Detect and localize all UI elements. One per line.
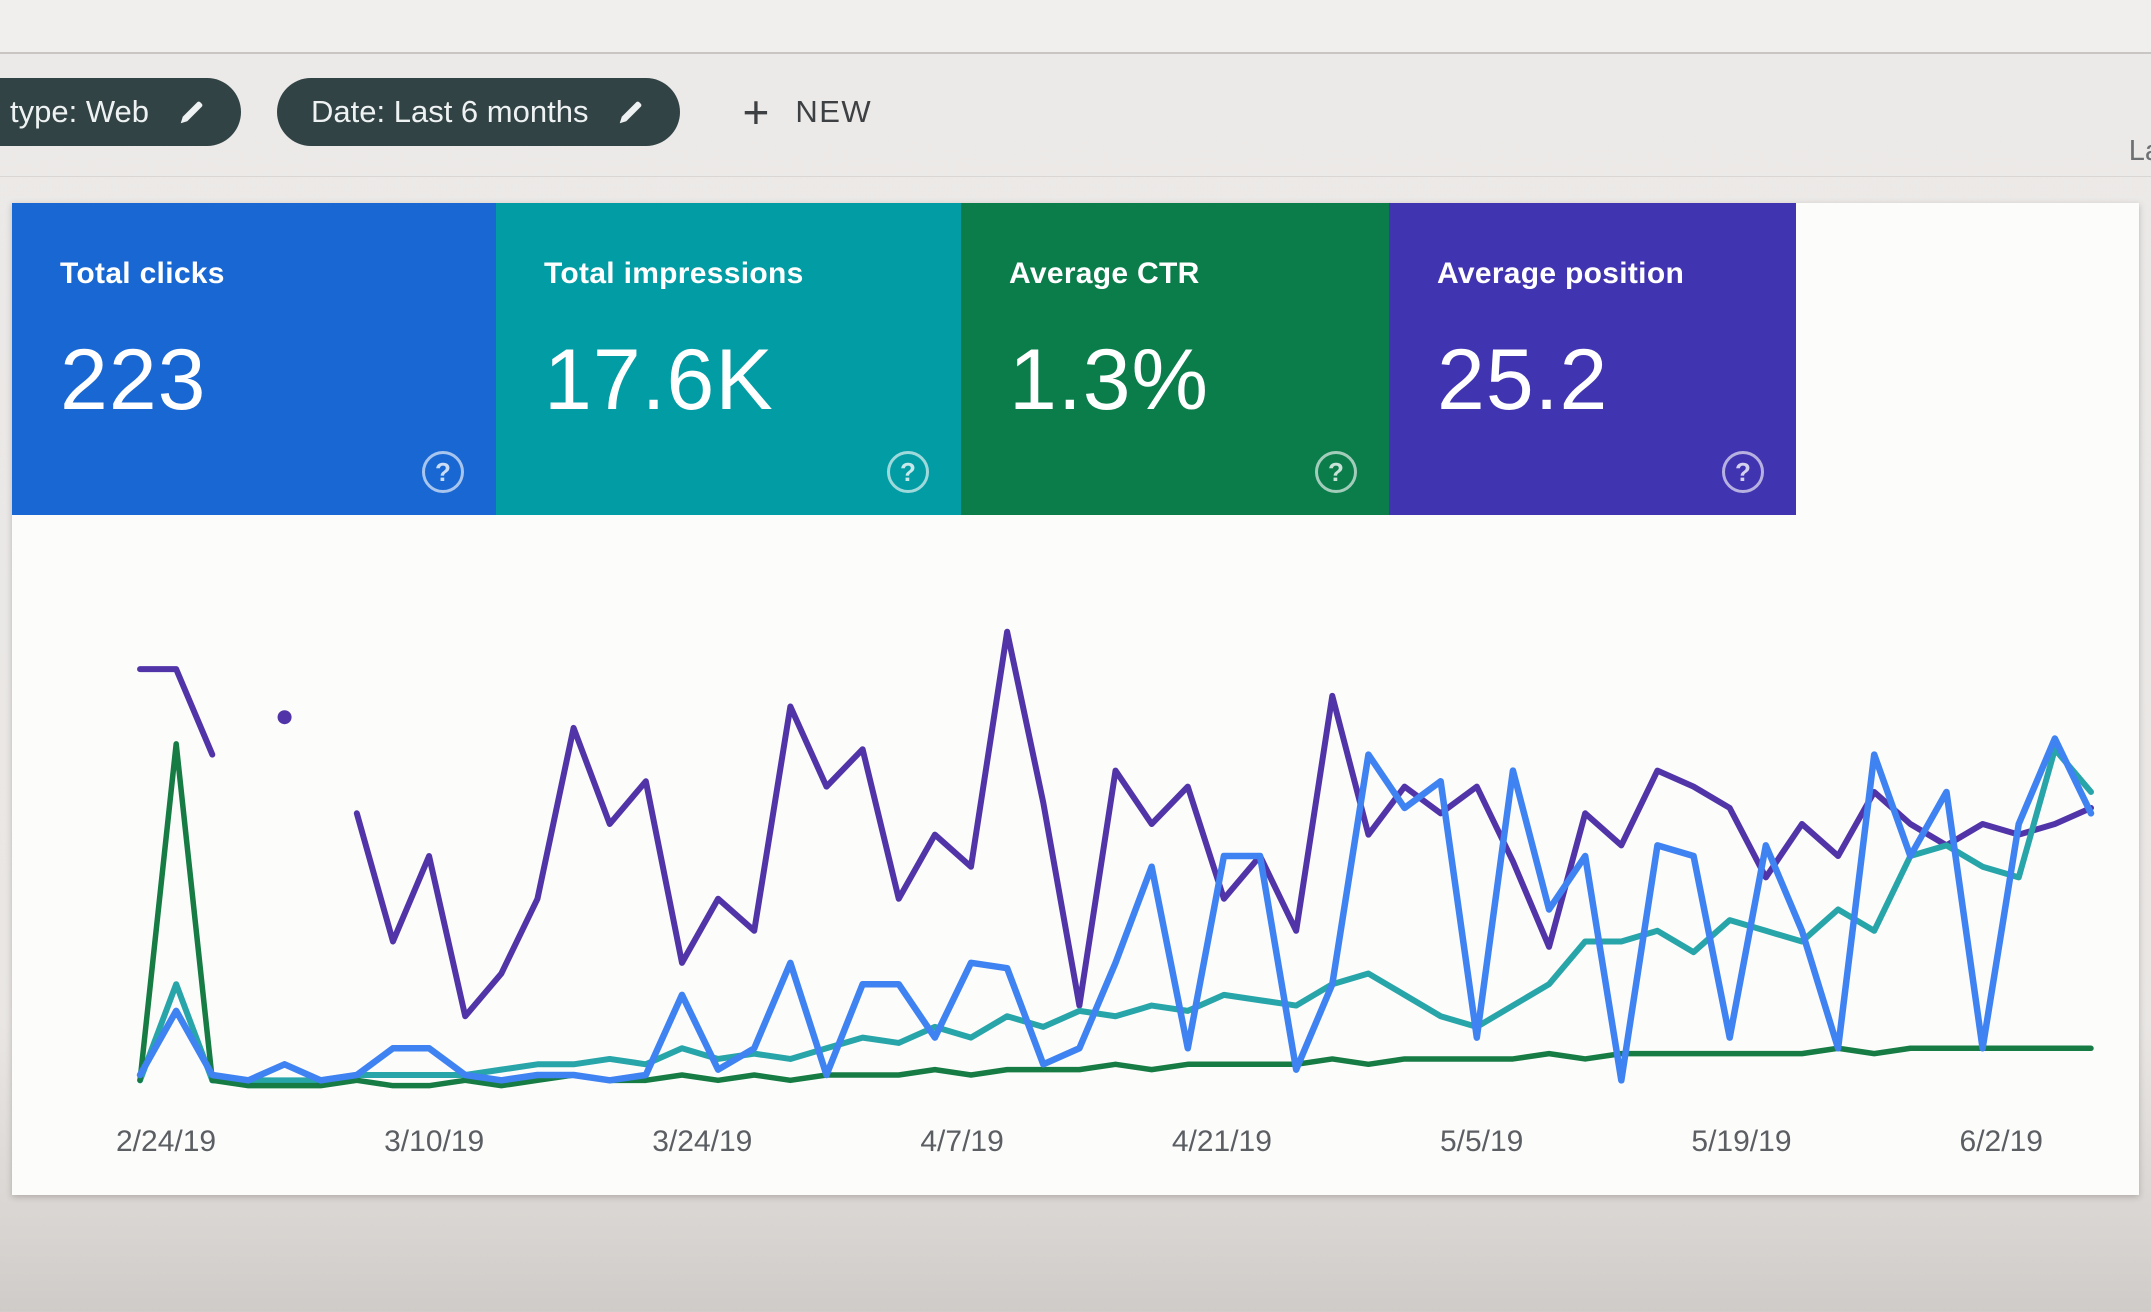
performance-chart-area[interactable] <box>30 541 2121 1107</box>
x-tick-label: 5/19/19 <box>1691 1125 1792 1158</box>
metric-label: Total clicks <box>60 257 225 290</box>
metric-card-average-position[interactable]: Average position 25.2 ? <box>1389 203 1796 515</box>
x-tick-label: 4/21/19 <box>1171 1125 1272 1158</box>
date-filter-chip[interactable]: Date: Last 6 months <box>277 78 681 146</box>
x-tick-label: 3/10/19 <box>384 1125 485 1158</box>
series-line-average-position <box>353 628 2094 1020</box>
series-line-average-position <box>137 666 216 758</box>
metric-card-average-ctr[interactable]: Average CTR 1.3% ? <box>961 203 1389 515</box>
new-filter-button-label: NEW <box>795 94 873 129</box>
help-icon[interactable]: ? <box>1315 451 1357 493</box>
series-line-total-clicks <box>136 735 2095 1084</box>
performance-line-chart[interactable] <box>30 541 2121 1107</box>
x-axis-labels: 2/24/19 3/10/19 3/24/19 4/7/19 4/21/19 5… <box>12 1107 2139 1195</box>
metric-card-total-clicks[interactable]: Total clicks 223 ? <box>12 203 496 515</box>
metric-card-total-impressions[interactable]: Total impressions 17.6K ? <box>496 203 961 515</box>
metric-value: 25.2 <box>1437 332 1609 428</box>
help-icon[interactable]: ? <box>1722 451 1764 493</box>
performance-panel: Total clicks 223 ? Total impressions 17.… <box>12 203 2139 1195</box>
last-updated-text-clipped: La <box>2128 135 2151 167</box>
x-tick-label: 2/24/19 <box>116 1125 217 1158</box>
metric-label: Average position <box>1437 257 1685 290</box>
edit-pencil-icon[interactable] <box>177 97 207 127</box>
metric-cards-row: Total clicks 223 ? Total impressions 17.… <box>12 203 2139 515</box>
help-icon[interactable]: ? <box>887 451 929 493</box>
new-filter-button[interactable]: + NEW <box>742 89 872 135</box>
x-tick-label: 4/7/19 <box>920 1125 1004 1158</box>
monitor-top-strip <box>0 0 2151 54</box>
date-chip-label: Date: Last 6 months <box>311 94 589 129</box>
filter-bar: type: Web Date: Last 6 months + NEW La <box>0 54 2151 177</box>
metric-value: 17.6K <box>544 332 774 428</box>
plus-icon: + <box>742 86 770 138</box>
metric-label: Average CTR <box>1009 257 1200 290</box>
metric-value: 223 <box>60 332 207 428</box>
metric-value: 1.3% <box>1009 332 1210 428</box>
edit-pencil-icon[interactable] <box>616 97 646 127</box>
search-type-filter-chip[interactable]: type: Web <box>0 78 242 146</box>
help-icon[interactable]: ? <box>422 451 464 493</box>
x-tick-label: 6/2/19 <box>1959 1125 2043 1158</box>
series-line-average-ctr <box>137 741 2094 1089</box>
x-tick-label: 3/24/19 <box>652 1125 753 1158</box>
data-point-dot <box>277 710 292 725</box>
filter-chips-row: type: Web Date: Last 6 months + NEW <box>0 78 2151 146</box>
x-tick-label: 5/5/19 <box>1439 1125 1524 1158</box>
metric-label: Total impressions <box>544 257 804 290</box>
search-type-chip-label: type: Web <box>10 94 150 129</box>
